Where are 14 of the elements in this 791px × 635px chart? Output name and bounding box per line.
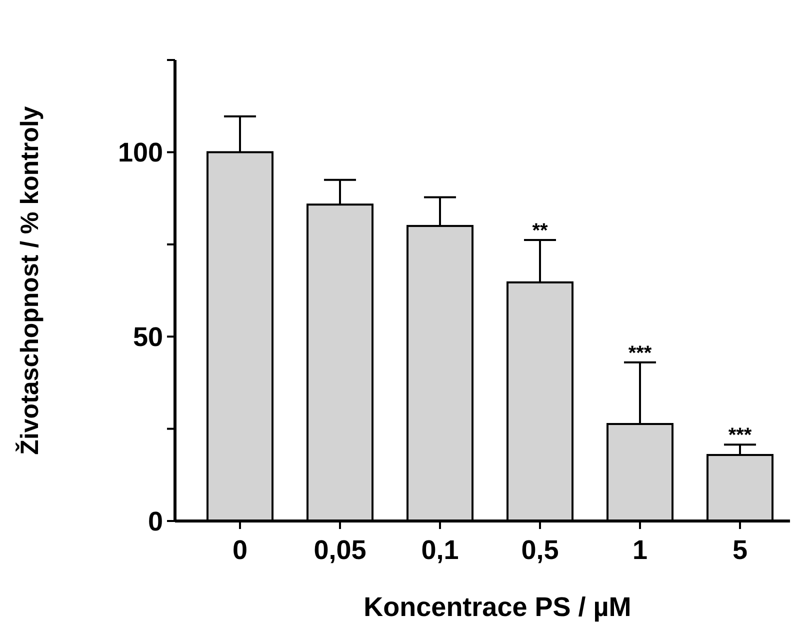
y-tick-label: 100 xyxy=(118,138,163,168)
annotation: *** xyxy=(628,342,652,364)
x-tick-label: 1 xyxy=(632,535,648,565)
y-tick-label: 50 xyxy=(132,322,163,352)
annotation: ** xyxy=(532,220,548,242)
x-tick-label: 0,05 xyxy=(314,535,366,565)
x-tick-label: 0,1 xyxy=(421,535,459,565)
annotation: *** xyxy=(728,424,752,447)
y-axis-title: Životaschopnost / % kontroly xyxy=(15,106,44,455)
x-tick-label: 0 xyxy=(232,535,248,565)
y-tick-label: 0 xyxy=(148,506,163,536)
x-tick-label: 5 xyxy=(732,535,748,565)
x-tick-label: 0,5 xyxy=(521,535,559,565)
x-axis-title: Koncentrace PS / µM xyxy=(364,592,632,622)
